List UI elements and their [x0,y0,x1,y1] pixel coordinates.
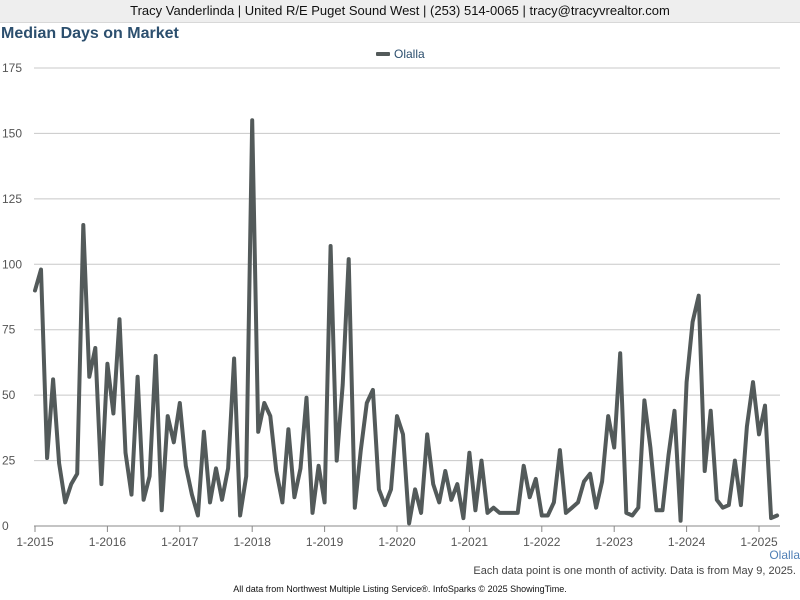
source-credit: All data from Northwest Multiple Listing… [233,584,567,594]
chart-legend[interactable]: Olalla [376,46,425,62]
legend-label: Olalla [394,47,425,61]
x-tick-label: 1-2015 [16,535,54,549]
y-tick-label: 0 [2,519,9,533]
y-tick-label: 50 [2,388,16,402]
x-tick-label: 1-2022 [523,535,561,549]
x-tick-label: 1-2020 [378,535,416,549]
series-group [33,118,780,526]
y-tick-label: 75 [2,323,16,337]
y-tick-label: 125 [2,192,22,206]
x-axis-series-label: Olalla [769,548,800,562]
y-tick-label: 100 [2,257,22,271]
footnote: Each data point is one month of activity… [473,565,796,577]
y-tick-label: 175 [2,61,22,75]
x-tick-label: 1-2023 [596,535,634,549]
y-axis-ticks: 0 25 50 75 100 125 150 175 [2,61,22,533]
x-tick-label: 1-2016 [89,535,127,549]
x-axis: 1-2015 1-2016 1-2017 1-2018 1-2019 1-2020 1-20… [16,525,780,549]
legend-swatch [376,52,390,56]
contact-banner: Tracy Vanderlinda | United R/E Puget Sou… [0,0,800,23]
series-line-olalla[interactable] [33,118,780,526]
x-tick-label: 1-2019 [306,535,344,549]
contact-text: Tracy Vanderlinda | United R/E Puget Sou… [130,3,670,18]
x-tick-label: 1-2025 [740,535,778,549]
chart-title: Median Days on Market [1,25,179,42]
y-tick-label: 150 [2,126,22,140]
x-tick-label: 1-2017 [161,535,199,549]
x-tick-label: 1-2021 [451,535,489,549]
x-tick-label: 1-2018 [234,535,272,549]
y-tick-label: 25 [2,454,16,468]
x-tick-label: 1-2024 [668,535,706,549]
gridlines [34,67,780,462]
